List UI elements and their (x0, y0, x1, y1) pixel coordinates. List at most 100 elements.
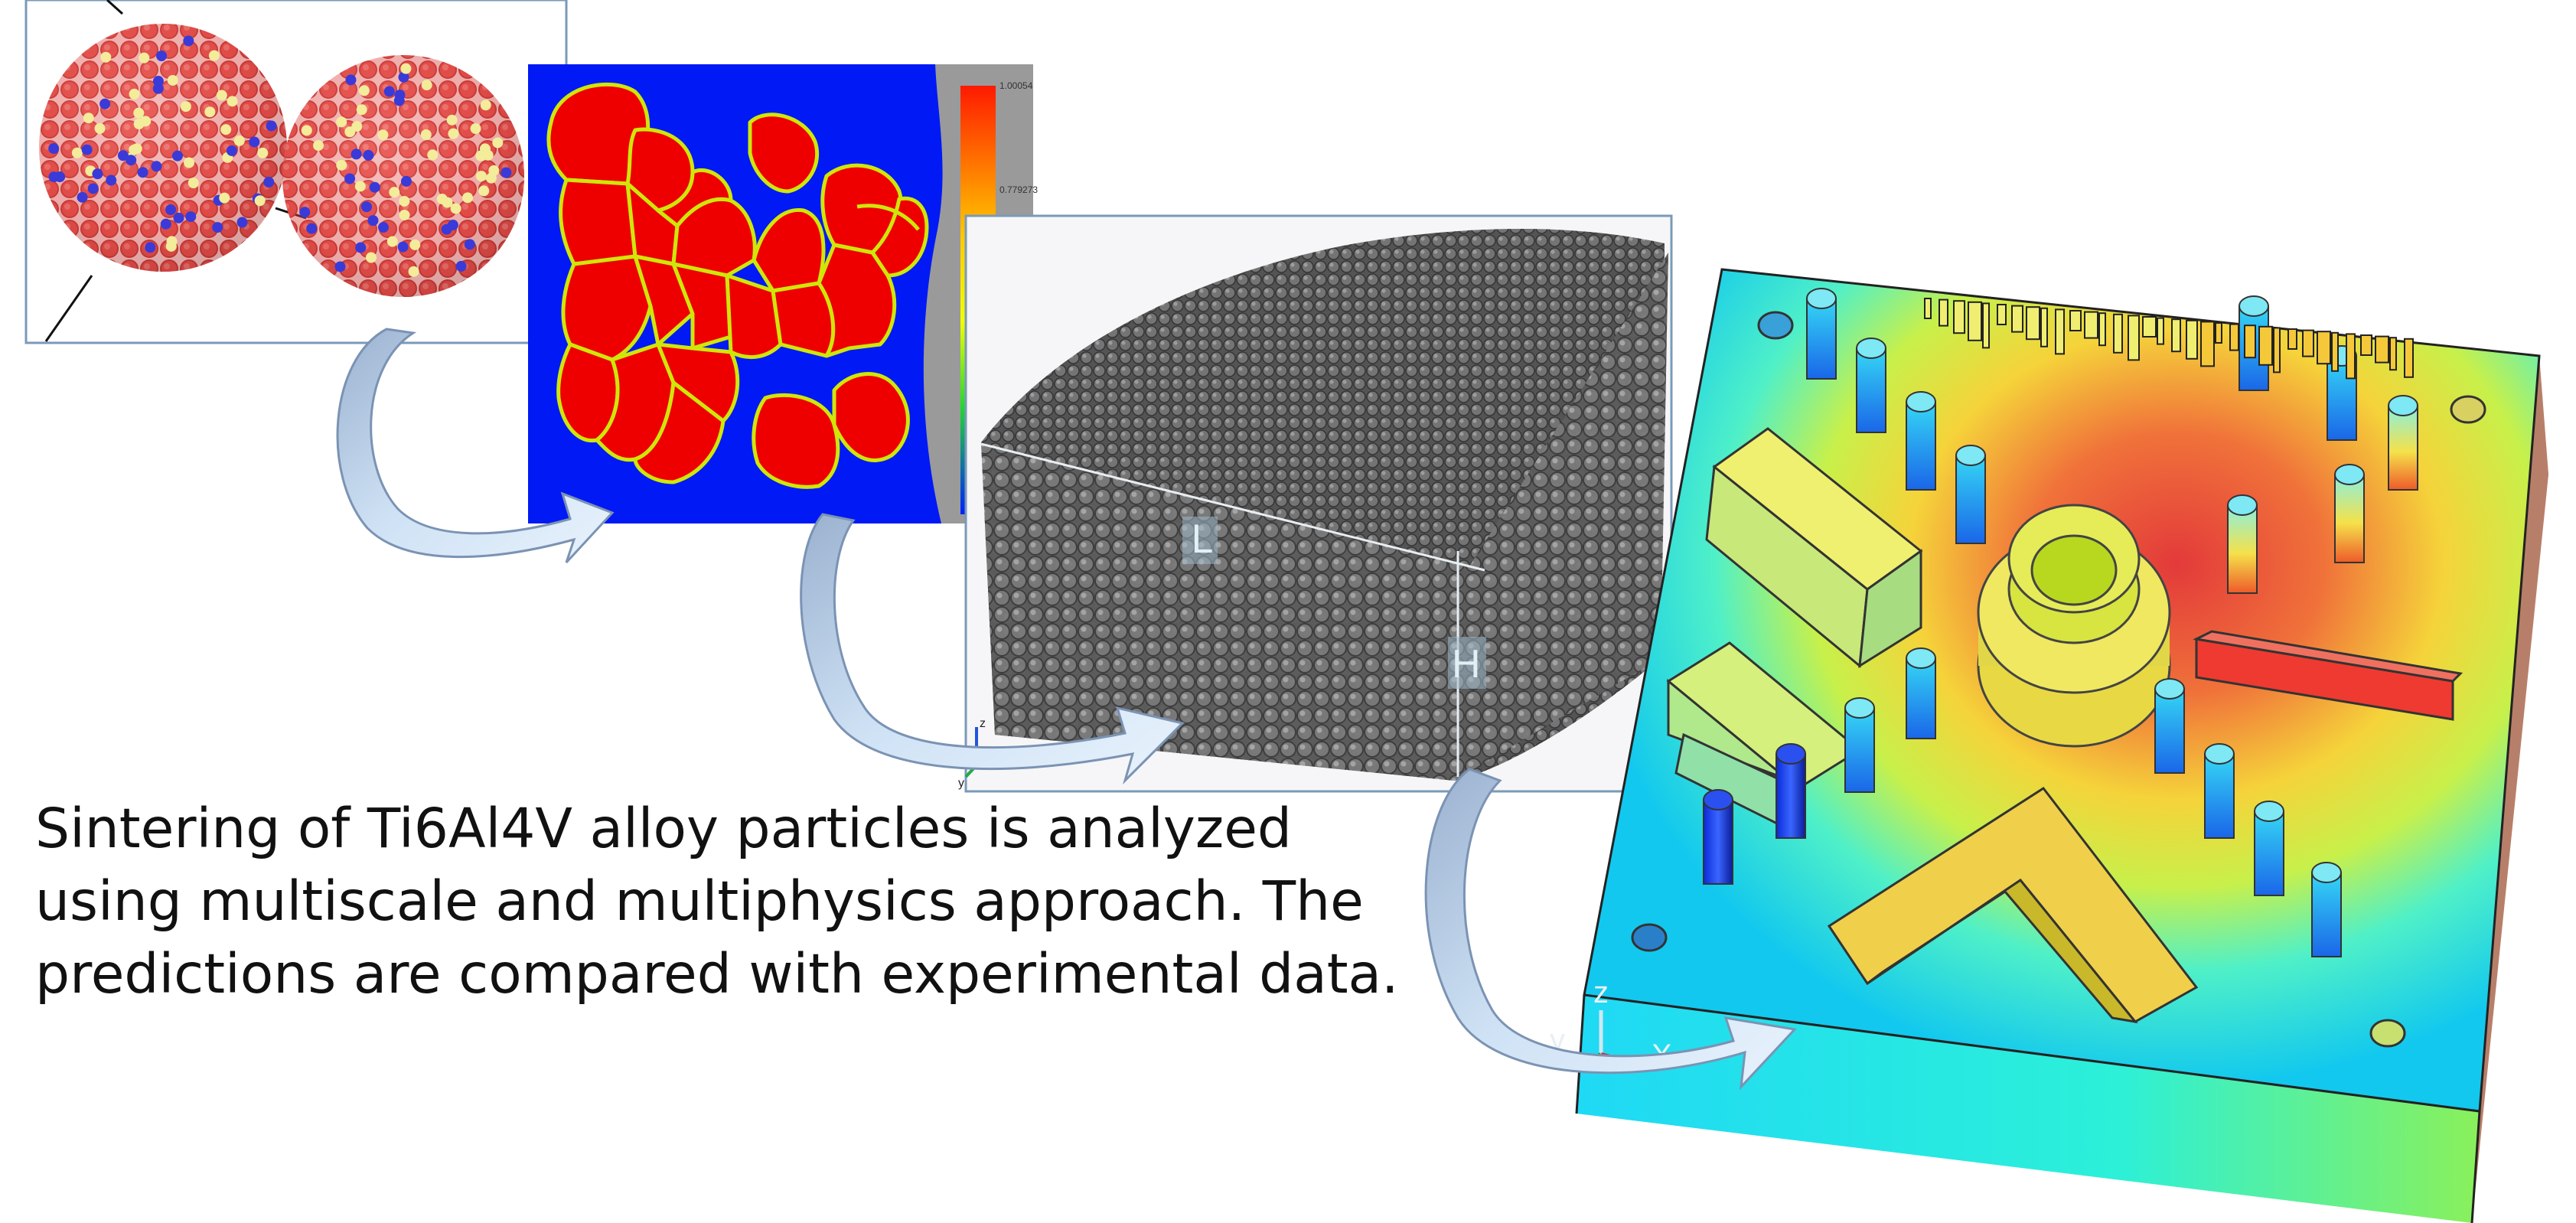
alloy-speck (173, 212, 184, 223)
alloy-speck (400, 63, 412, 74)
length-label: L (1191, 517, 1212, 562)
pin-body (2311, 872, 2342, 957)
alloy-speck (233, 135, 245, 146)
thin-feature (2011, 305, 2023, 333)
pin-top (2388, 395, 2418, 416)
alloy-speck (386, 236, 398, 247)
pin-top (1844, 697, 1875, 719)
alloy-speck (441, 223, 452, 235)
alloy-speck (344, 173, 356, 184)
caption-line-2: using multiscale and multiphysics approa… (35, 869, 1364, 933)
pin-top (1806, 288, 1837, 309)
alloy-speck (394, 90, 406, 101)
cylindrical-pins (1703, 288, 2418, 957)
alloy-speck (478, 185, 490, 197)
pin-body (1856, 347, 1886, 433)
alloy-speck (71, 147, 83, 158)
caption: Sintering of Ti6Al4V alloy particles is … (35, 792, 1399, 1010)
alloy-speck (383, 86, 395, 97)
alloy-speck (345, 74, 357, 86)
alloy-speck (152, 76, 164, 87)
thin-feature-row (1924, 298, 2414, 380)
red-rail (2193, 630, 2464, 721)
alloy-speck (501, 167, 512, 178)
powder-axis-z: z (980, 717, 986, 730)
alloy-speck (421, 80, 432, 91)
pin-top (1955, 445, 1986, 466)
alloy-speck (129, 88, 140, 99)
alloy-speck (160, 218, 171, 230)
pin-body (1906, 401, 1936, 491)
pin-body (1775, 753, 1806, 839)
part-front-side (1577, 995, 2480, 1223)
alloy-speck (48, 171, 60, 183)
alloy-speck (81, 144, 93, 155)
alloy-speck (99, 98, 111, 109)
alloy-speck (399, 195, 410, 207)
caption-line-1: Sintering of Ti6Al4V alloy particles is … (35, 797, 1292, 860)
pin-body (2154, 688, 2185, 774)
alloy-speck (464, 239, 475, 250)
thin-feature (1924, 298, 1932, 319)
part-right-side (2472, 356, 2548, 1223)
alloy-speck (336, 116, 347, 128)
alloy-speck (356, 104, 367, 116)
thin-feature (1997, 304, 2007, 325)
alloy-speck (139, 52, 150, 64)
alloy-phase-specks (48, 35, 512, 277)
phase-field-panel: 1.00054 0.779273 (528, 64, 1038, 523)
thin-feature (2360, 334, 2372, 356)
thin-feature (2302, 329, 2314, 357)
thin-feature (2273, 327, 2281, 373)
part-holes (1631, 311, 2486, 1048)
alloy-speck (351, 121, 363, 132)
alloy-speck (83, 113, 94, 124)
thin-feature (2389, 337, 2397, 371)
pin-body (1955, 455, 1986, 544)
thin-feature (2258, 325, 2273, 366)
thin-feature (2375, 335, 2389, 364)
alloy-speck (263, 176, 275, 188)
pin-top (2334, 464, 2365, 485)
alloy-speck (420, 129, 432, 141)
part-axis-z: z (1593, 976, 1609, 1009)
pin-top (1906, 647, 1936, 669)
alloy-speck (208, 50, 220, 61)
thin-feature (2128, 315, 2140, 361)
alloy-speck (220, 124, 232, 135)
alloy-speck (365, 252, 377, 263)
thin-feature (2229, 323, 2239, 351)
alloy-speck (351, 148, 362, 160)
alloy-speck (151, 161, 162, 172)
pin-top (2227, 494, 2258, 516)
alloy-speck (187, 178, 199, 189)
thin-feature (2098, 312, 2106, 347)
alloy-speck (219, 192, 230, 204)
alloy-speck (133, 107, 145, 119)
powder-bed-front-face (981, 253, 1668, 781)
alloy-speck (126, 155, 137, 166)
alloy-speck (408, 266, 419, 277)
alloy-speck (301, 125, 312, 136)
alloy-speck (355, 242, 367, 253)
alloy-speck (377, 222, 389, 233)
alloy-speck (184, 157, 195, 168)
pin-top (1775, 743, 1806, 765)
alloy-speck (492, 137, 504, 148)
alloy-speck (254, 195, 266, 207)
pin-top (1906, 391, 1936, 413)
thin-feature (2113, 313, 2123, 354)
pin-body (2204, 753, 2235, 839)
alloy-speck (216, 90, 227, 101)
thin-feature (2040, 307, 2048, 347)
thin-feature (2026, 306, 2040, 341)
alloy-speck (455, 260, 467, 272)
thin-feature (2331, 331, 2339, 372)
thin-feature (1953, 300, 1965, 334)
l-shaped-pocket (1827, 786, 2199, 1024)
alloy-speck (369, 181, 380, 193)
thin-feature (1939, 298, 1948, 327)
alloy-speck (48, 143, 60, 155)
thin-feature (2055, 308, 2065, 355)
